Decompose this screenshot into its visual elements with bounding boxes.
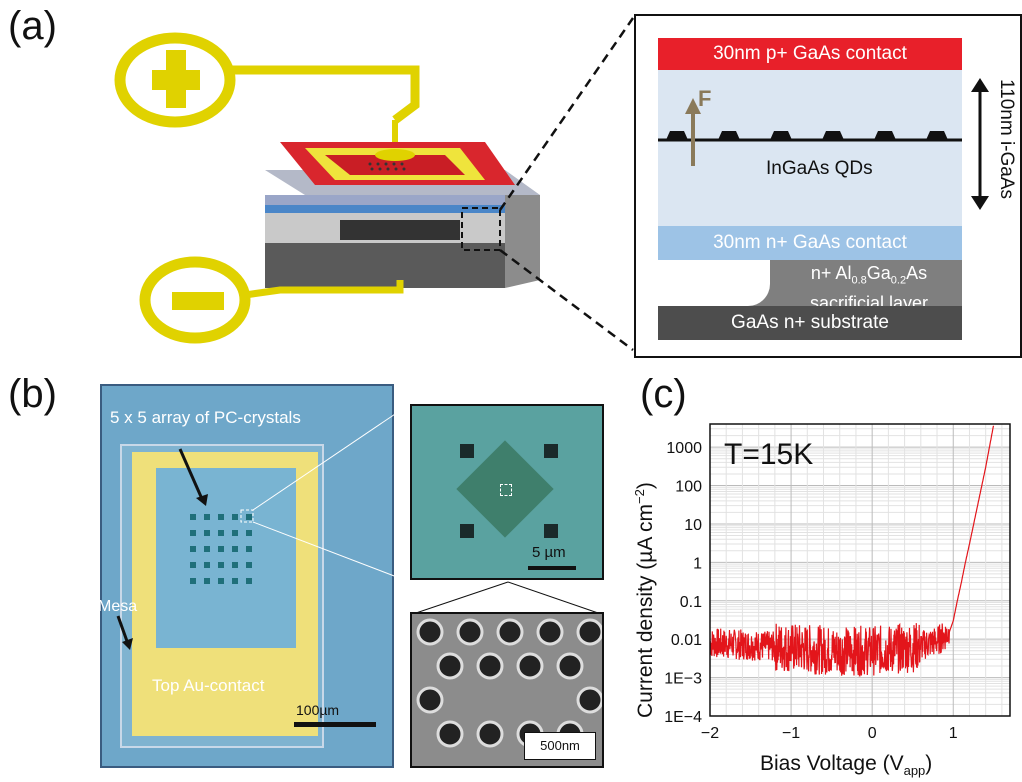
x-tick-label: −2: [701, 725, 719, 742]
device-3d-illustration: [114, 17, 635, 351]
y-tick-label: 1E−4: [664, 709, 702, 726]
x-tick-label: 1: [949, 725, 958, 742]
sacrificial-text-3: As: [906, 263, 928, 283]
p-contact-layer: 30nm p+ GaAs contact: [658, 38, 962, 70]
plot-frame: [709, 423, 1011, 717]
temperature-annotation: T=15K: [724, 438, 813, 471]
y-tick-label: 0.1: [680, 594, 702, 611]
device-micrograph: 5 x 5 array of PC-crystals Mesa Top Au-c…: [98, 384, 394, 768]
p-contact-label: 30nm p+ GaAs contact: [713, 43, 907, 64]
panel-label-c: (c): [640, 372, 687, 416]
thickness-arrow: [971, 78, 989, 210]
scale-bar-sem-label: 500nm: [524, 732, 596, 760]
y-tick-label: 1: [693, 555, 702, 572]
mesa-label: Mesa: [98, 598, 138, 615]
chart-curve: [709, 425, 995, 678]
y-tick-label: 1E−3: [664, 671, 702, 688]
n-contact-label: 30nm n+ GaAs contact: [713, 232, 907, 253]
sacrificial-sub-1: 0.8: [851, 274, 867, 287]
sacrificial-text-2: Ga: [866, 263, 891, 283]
x-tick-label: −1: [782, 725, 800, 742]
field-label: F: [698, 86, 712, 111]
undercut: [658, 260, 770, 306]
micrograph-annotations: [116, 403, 411, 650]
scale-bar-main-label: 100µm: [296, 702, 340, 718]
n-contact-layer: 30nm n+ GaAs contact: [658, 226, 962, 260]
zoom-to-sem-lines: [412, 581, 602, 615]
layer-stack-diagram: 30nm p+ GaAs contact F InGaAs QDs 30nm n…: [634, 14, 1022, 358]
sem-image: 500nm: [410, 612, 604, 768]
iv-chart: 1E−4 1E−3 0.01 0.1 1 10 100 1000 −2 −1 0 1 T=15K Bi…: [632, 423, 1011, 778]
array-label: 5 x 5 array of PC-crystals: [110, 408, 301, 427]
x-axis-label: Bias Voltage (Vapp): [760, 752, 932, 778]
sacrificial-text-1: n+ Al: [810, 263, 852, 283]
panel-label-a: (a): [8, 4, 57, 48]
scale-bar-zoom-label: 5 µm: [532, 544, 566, 561]
qd-layer: [658, 98, 962, 166]
series-line: [709, 425, 995, 678]
x-tick-label: 0: [868, 725, 877, 742]
top-contact-label: Top Au-contact: [152, 676, 265, 695]
zoomed-micrograph: 5 µm: [410, 404, 604, 580]
panel-label-b: (b): [8, 372, 57, 416]
intrinsic-region: [658, 70, 962, 226]
minus-contact-pad: [139, 256, 251, 344]
chart-ticks: 1E−4 1E−3 0.01 0.1 1 10 100 1000 −2 −1 0 1: [664, 440, 958, 742]
plus-contact-pad: [114, 32, 236, 128]
y-tick-label: 10: [684, 517, 702, 534]
pc-crystal-array: [190, 514, 252, 584]
sacrificial-sub-2: 0.2: [890, 274, 907, 287]
y-tick-label: 1000: [666, 440, 702, 457]
qds-label: InGaAs QDs: [766, 158, 873, 179]
substrate-layer: GaAs n+ substrate: [658, 306, 962, 340]
y-tick-label: 0.01: [671, 632, 702, 649]
substrate-label: GaAs n+ substrate: [731, 312, 889, 333]
thickness-label: 110nm i-GaAs: [996, 78, 1017, 200]
y-tick-label: 100: [675, 479, 702, 496]
y-axis-label: Current density (µA cm−2): [632, 482, 657, 718]
